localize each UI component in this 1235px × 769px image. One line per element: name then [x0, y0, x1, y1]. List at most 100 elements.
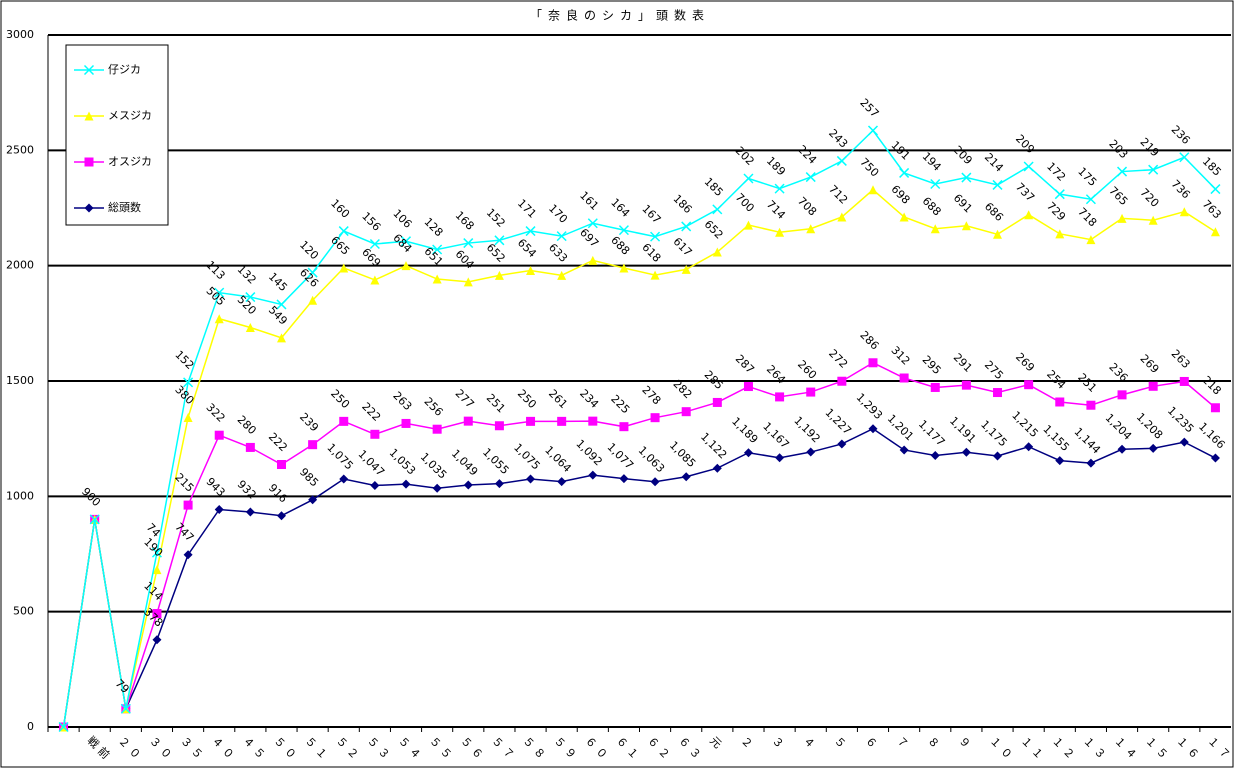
marker [806, 387, 816, 397]
marker [588, 255, 598, 265]
marker [152, 609, 162, 619]
marker [837, 376, 847, 386]
marker [401, 479, 411, 489]
marker [308, 295, 318, 305]
marker [1086, 400, 1096, 410]
marker [58, 721, 69, 733]
marker [1148, 164, 1159, 175]
marker [1179, 152, 1190, 163]
marker [370, 429, 380, 439]
marker [868, 424, 878, 434]
marker [837, 439, 847, 449]
y-tick-label: 500 [13, 605, 34, 618]
marker [1024, 210, 1034, 220]
marker [961, 380, 971, 390]
legend-label: 総頭数 [108, 200, 141, 214]
marker [526, 266, 536, 276]
marker [557, 416, 567, 426]
marker [993, 388, 1003, 398]
marker [151, 547, 162, 558]
marker [775, 392, 785, 402]
marker [276, 460, 286, 470]
marker [432, 483, 442, 493]
marker [401, 261, 411, 271]
marker [930, 382, 940, 392]
plot [58, 125, 1221, 733]
marker [837, 212, 847, 222]
marker [1055, 229, 1065, 239]
marker [1148, 215, 1158, 225]
marker [806, 224, 816, 234]
marker [806, 447, 816, 457]
marker [276, 511, 286, 521]
marker [961, 221, 971, 231]
marker [993, 229, 1003, 239]
marker [308, 495, 318, 505]
marker [432, 424, 442, 434]
marker [712, 247, 722, 257]
marker [84, 203, 94, 213]
marker [805, 172, 816, 183]
marker [369, 238, 380, 250]
marker [463, 238, 474, 249]
y-tick-label: 2500 [6, 143, 34, 156]
marker [245, 322, 255, 332]
marker [494, 421, 504, 431]
marker [712, 463, 722, 473]
marker [183, 412, 193, 422]
marker [1024, 380, 1034, 390]
marker [836, 155, 847, 166]
marker [1117, 444, 1127, 454]
marker [494, 479, 504, 489]
marker [89, 514, 100, 525]
marker [339, 416, 349, 426]
marker [868, 185, 878, 195]
series-line [62, 188, 1216, 728]
y-tick-label: 2000 [6, 259, 34, 272]
marker [152, 565, 162, 575]
marker [463, 480, 473, 490]
marker [526, 474, 536, 484]
marker [1117, 390, 1127, 400]
marker [1210, 403, 1220, 413]
marker [1148, 443, 1158, 453]
marker [1179, 207, 1189, 217]
marker [83, 64, 95, 76]
series-line [62, 427, 1216, 728]
marker [993, 451, 1003, 461]
marker [276, 333, 286, 343]
marker [152, 635, 162, 645]
marker [1210, 184, 1221, 195]
marker [743, 448, 753, 458]
marker [432, 274, 442, 284]
marker [1023, 161, 1034, 172]
marker [681, 407, 691, 417]
marker [712, 204, 723, 215]
marker [930, 224, 940, 234]
marker [712, 397, 722, 407]
marker [868, 358, 878, 368]
marker [557, 477, 567, 487]
y-tick-label: 1000 [6, 489, 34, 502]
marker [183, 377, 194, 388]
marker [650, 270, 660, 280]
y-tick-label: 0 [27, 720, 34, 733]
marker [775, 453, 785, 463]
y-tick-label: 1500 [6, 374, 34, 387]
marker [183, 500, 193, 510]
marker [992, 179, 1003, 190]
marker [1054, 189, 1065, 200]
marker [743, 220, 753, 230]
legend-label: メスジカ [108, 109, 152, 122]
marker [276, 299, 287, 310]
marker [339, 474, 349, 484]
marker [494, 270, 504, 280]
marker [650, 231, 661, 242]
marker [432, 244, 443, 255]
marker [1210, 453, 1220, 463]
marker [84, 157, 94, 167]
marker [339, 263, 349, 273]
marker [961, 172, 972, 183]
